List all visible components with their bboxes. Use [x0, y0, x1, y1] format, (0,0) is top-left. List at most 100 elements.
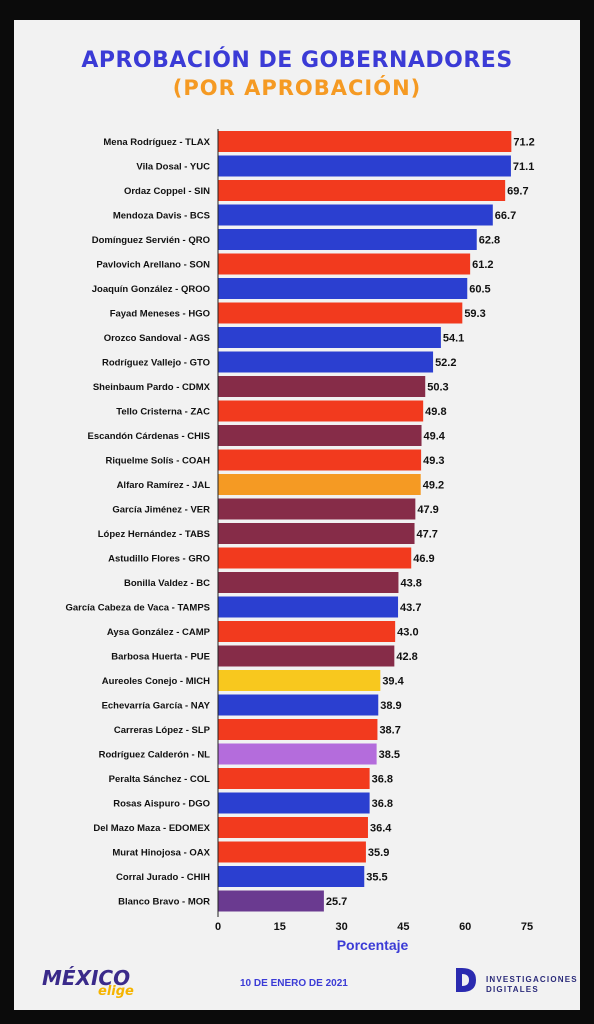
category-label: Peralta Sánchez - COL: [109, 774, 211, 785]
bar: [218, 449, 422, 471]
bar: [218, 645, 395, 667]
category-label: Domínguez Servién - QRO: [92, 235, 210, 246]
data-label: 59.3: [464, 308, 485, 320]
data-label: 36.4: [370, 823, 392, 835]
data-label: 43.8: [400, 578, 421, 590]
bar: [218, 302, 463, 324]
category-label: Pavlovich Arellano - SON: [96, 260, 210, 271]
data-label: 38.9: [380, 700, 401, 712]
data-label: 46.9: [413, 553, 434, 565]
category-label: Murat Hinojosa - OAX: [112, 848, 210, 859]
data-label: 49.4: [424, 431, 446, 443]
data-label: 49.8: [425, 406, 446, 418]
mexico-elige-logo: MÉXICO: [42, 966, 131, 990]
category-label: Fayad Meneses - HGO: [110, 309, 210, 320]
category-label: Rosas Aispuro - DGO: [113, 799, 210, 810]
bar: [218, 547, 412, 569]
data-label: 60.5: [469, 284, 490, 296]
bar: [218, 327, 441, 348]
category-label: Mena Rodríguez - TLAX: [103, 137, 210, 148]
elige-logo-text: elige: [98, 984, 134, 999]
category-label: Sheinbaum Pardo - CDMX: [93, 382, 211, 393]
x-tick-label: 75: [521, 921, 533, 933]
bar: [218, 719, 378, 740]
data-label: 36.8: [372, 774, 393, 786]
x-tick-label: 15: [274, 921, 286, 933]
bar: [218, 817, 368, 838]
bar: [218, 841, 366, 863]
data-label: 42.8: [396, 651, 417, 663]
bar: [218, 572, 399, 593]
x-tick-label: 30: [335, 921, 347, 933]
bar: [218, 694, 379, 716]
bar: [218, 131, 512, 152]
category-label: Blanco Bravo - MOR: [118, 897, 210, 908]
bar: [218, 890, 324, 912]
bar: [218, 792, 370, 814]
bar: [218, 180, 506, 201]
category-label: López Hernández - TABS: [98, 529, 210, 540]
x-tick-label: 60: [459, 921, 471, 933]
bar: [218, 253, 471, 275]
data-label: 50.3: [427, 382, 448, 394]
bar: [218, 474, 421, 495]
category-label: Vila Dosal - YUC: [136, 162, 210, 173]
category-label: Del Mazo Maza - EDOMEX: [93, 823, 210, 834]
bar: [218, 278, 468, 299]
data-label: 71.2: [513, 137, 534, 149]
x-tick-label: 45: [397, 921, 409, 933]
x-axis-label: Porcentaje: [337, 937, 409, 953]
bar: [218, 743, 377, 765]
data-label: 61.2: [472, 259, 493, 271]
data-label: 35.9: [368, 847, 389, 859]
data-label: 52.2: [435, 357, 456, 369]
bar: [218, 670, 381, 691]
data-label: 69.7: [507, 186, 528, 198]
category-label: Riquelme Solís - COAH: [105, 456, 210, 467]
logo-text-line1: INVESTIGACIONES: [486, 975, 578, 984]
bar-chart: Mena Rodríguez - TLAX 71.2 Vila Dosal - YU…: [66, 129, 535, 953]
bar: [218, 866, 365, 887]
bar: [218, 376, 426, 397]
bar: [218, 621, 396, 642]
category-label: Ordaz Coppel - SIN: [124, 186, 210, 197]
chart-subtitle: (POR APROBACIÓN): [172, 76, 422, 100]
bar: [218, 523, 415, 544]
category-label: García Cabeza de Vaca - TAMPS: [66, 603, 211, 614]
category-label: Rodríguez Vallejo - GTO: [102, 358, 210, 369]
bar: [218, 425, 422, 446]
bar: [218, 400, 424, 422]
data-label: 35.5: [366, 872, 387, 884]
category-label: Aysa González - CAMP: [107, 627, 211, 638]
bar: [218, 229, 477, 250]
data-label: 47.9: [417, 504, 438, 516]
data-label: 38.5: [379, 749, 400, 761]
bar: [218, 498, 416, 520]
investigaciones-digitales-logo-icon: [456, 968, 476, 992]
data-label: 71.1: [513, 161, 534, 173]
category-label: Escandón Cárdenas - CHIS: [88, 431, 210, 442]
category-label: Orozco Sandoval - AGS: [104, 333, 210, 344]
x-tick-label: 0: [215, 921, 221, 933]
data-label: 43.7: [400, 602, 421, 614]
category-label: Joaquín González - QROO: [92, 284, 210, 295]
data-label: 47.7: [417, 529, 438, 541]
category-label: Mendoza Davis - BCS: [113, 211, 210, 222]
category-label: Bonilla Valdez - BC: [124, 578, 210, 589]
bar: [218, 596, 399, 618]
category-label: Carreras López - SLP: [114, 725, 211, 736]
bar: [218, 351, 434, 373]
data-label: 49.2: [423, 480, 444, 492]
category-label: García Jiménez - VER: [112, 505, 210, 516]
data-label: 62.8: [479, 235, 500, 247]
footer-date: 10 DE ENERO DE 2021: [240, 978, 348, 989]
logo-text-line2: DIGITALES: [486, 985, 539, 994]
bar: [218, 768, 370, 789]
data-label: 43.0: [397, 627, 418, 639]
category-label: Tello Cristerna - ZAC: [116, 407, 210, 418]
investigaciones-digitales-logo-text: INVESTIGACIONES DIGITALES: [486, 975, 578, 995]
chart-title: APROBACIÓN DE GOBERNADORES: [81, 48, 513, 73]
data-label: 49.3: [423, 455, 444, 467]
data-label: 38.7: [379, 725, 400, 737]
category-label: Alfaro Ramírez - JAL: [117, 480, 211, 491]
